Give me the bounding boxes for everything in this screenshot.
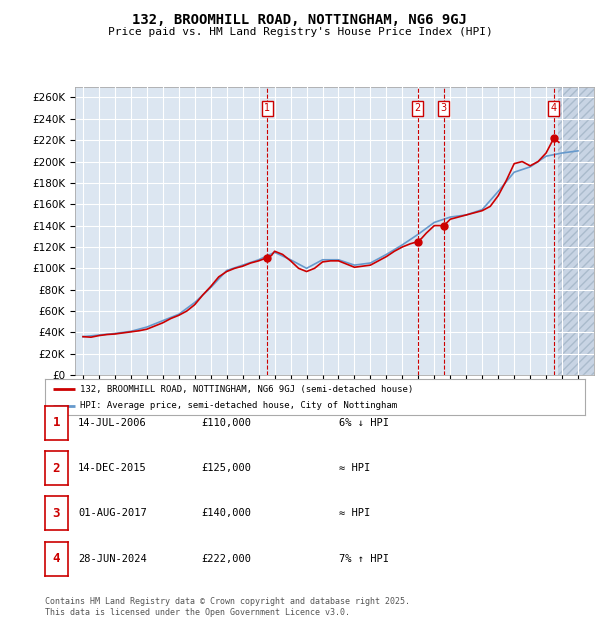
- Text: 2: 2: [415, 103, 421, 113]
- Text: 3: 3: [53, 507, 60, 520]
- Text: 3: 3: [440, 103, 446, 113]
- Text: £222,000: £222,000: [201, 554, 251, 564]
- Text: £140,000: £140,000: [201, 508, 251, 518]
- Text: Price paid vs. HM Land Registry's House Price Index (HPI): Price paid vs. HM Land Registry's House …: [107, 27, 493, 37]
- Bar: [558, 87, 594, 375]
- Text: 7% ↑ HPI: 7% ↑ HPI: [339, 554, 389, 564]
- Text: 28-JUN-2024: 28-JUN-2024: [78, 554, 147, 564]
- Text: 6% ↓ HPI: 6% ↓ HPI: [339, 418, 389, 428]
- Text: £110,000: £110,000: [201, 418, 251, 428]
- Text: 1: 1: [53, 417, 60, 429]
- Text: 132, BROOMHILL ROAD, NOTTINGHAM, NG6 9GJ (semi-detached house): 132, BROOMHILL ROAD, NOTTINGHAM, NG6 9GJ…: [80, 384, 413, 394]
- Text: 4: 4: [551, 103, 557, 113]
- Text: 01-AUG-2017: 01-AUG-2017: [78, 508, 147, 518]
- Text: 14-JUL-2006: 14-JUL-2006: [78, 418, 147, 428]
- Text: 14-DEC-2015: 14-DEC-2015: [78, 463, 147, 473]
- Text: ≈ HPI: ≈ HPI: [339, 508, 370, 518]
- Text: Contains HM Land Registry data © Crown copyright and database right 2025.
This d: Contains HM Land Registry data © Crown c…: [45, 598, 410, 617]
- Text: 2: 2: [53, 462, 60, 474]
- Bar: [558, 87, 594, 375]
- Text: £125,000: £125,000: [201, 463, 251, 473]
- Text: 4: 4: [53, 552, 60, 565]
- Text: HPI: Average price, semi-detached house, City of Nottingham: HPI: Average price, semi-detached house,…: [80, 401, 397, 410]
- Text: ≈ HPI: ≈ HPI: [339, 463, 370, 473]
- Text: 132, BROOMHILL ROAD, NOTTINGHAM, NG6 9GJ: 132, BROOMHILL ROAD, NOTTINGHAM, NG6 9GJ: [133, 13, 467, 27]
- Text: 1: 1: [264, 103, 271, 113]
